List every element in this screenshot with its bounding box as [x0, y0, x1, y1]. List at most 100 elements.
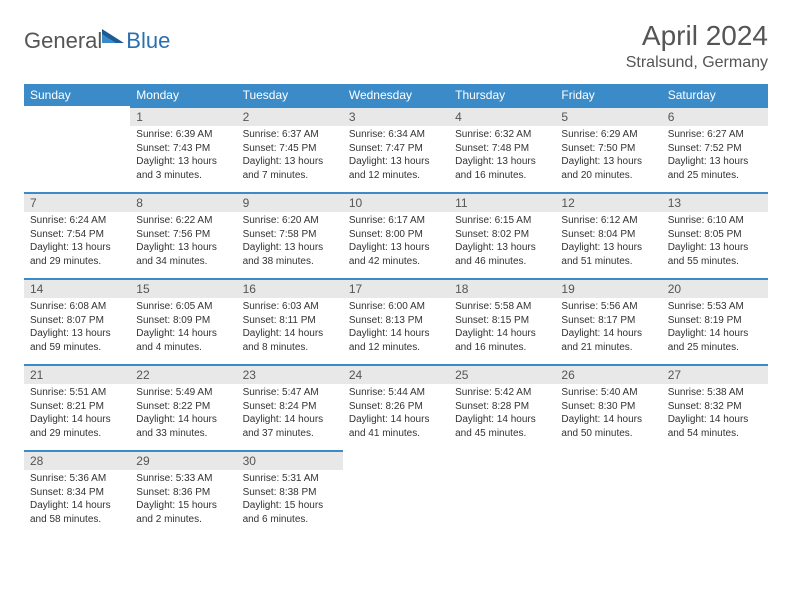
day-detail-line: Daylight: 14 hours	[668, 327, 762, 341]
day-detail-line: and 2 minutes.	[136, 513, 230, 527]
col-saturday: Saturday	[662, 84, 768, 106]
day-detail-line: Sunset: 7:54 PM	[30, 228, 124, 242]
flag-icon	[102, 29, 124, 47]
day-details: Sunrise: 5:38 AMSunset: 8:32 PMDaylight:…	[662, 384, 768, 444]
day-detail-line: Sunrise: 5:51 AM	[30, 386, 124, 400]
day-details: Sunrise: 6:12 AMSunset: 8:04 PMDaylight:…	[555, 212, 661, 272]
day-detail-line: Sunset: 7:50 PM	[561, 142, 655, 156]
day-detail-line: Sunrise: 6:29 AM	[561, 128, 655, 142]
calendar-table: Sunday Monday Tuesday Wednesday Thursday…	[24, 84, 768, 536]
calendar-week-row: 21Sunrise: 5:51 AMSunset: 8:21 PMDayligh…	[24, 364, 768, 450]
brand-logo: General Blue	[24, 28, 170, 54]
day-detail-line: Sunset: 8:36 PM	[136, 486, 230, 500]
calendar-day-cell: 18Sunrise: 5:58 AMSunset: 8:15 PMDayligh…	[449, 278, 555, 364]
day-detail-line: Daylight: 13 hours	[243, 241, 337, 255]
day-detail-line: Daylight: 13 hours	[668, 241, 762, 255]
day-detail-line: Sunrise: 5:58 AM	[455, 300, 549, 314]
day-detail-line: Daylight: 14 hours	[561, 413, 655, 427]
day-number: 3	[343, 106, 449, 126]
calendar-day-cell	[555, 450, 661, 536]
day-detail-line: and 6 minutes.	[243, 513, 337, 527]
day-detail-line: and 12 minutes.	[349, 341, 443, 355]
page-subtitle: Stralsund, Germany	[626, 54, 768, 72]
day-number: 29	[130, 450, 236, 470]
day-number: 6	[662, 106, 768, 126]
calendar-day-cell: 15Sunrise: 6:05 AMSunset: 8:09 PMDayligh…	[130, 278, 236, 364]
calendar-day-cell: 23Sunrise: 5:47 AMSunset: 8:24 PMDayligh…	[237, 364, 343, 450]
calendar-day-cell: 14Sunrise: 6:08 AMSunset: 8:07 PMDayligh…	[24, 278, 130, 364]
day-detail-line: Sunset: 8:05 PM	[668, 228, 762, 242]
calendar-day-cell: 26Sunrise: 5:40 AMSunset: 8:30 PMDayligh…	[555, 364, 661, 450]
day-details: Sunrise: 6:22 AMSunset: 7:56 PMDaylight:…	[130, 212, 236, 272]
day-number: 15	[130, 278, 236, 298]
day-detail-line: Daylight: 13 hours	[561, 241, 655, 255]
day-number: 9	[237, 192, 343, 212]
calendar-week-row: 1Sunrise: 6:39 AMSunset: 7:43 PMDaylight…	[24, 106, 768, 192]
day-details: Sunrise: 6:29 AMSunset: 7:50 PMDaylight:…	[555, 126, 661, 186]
day-detail-line: Daylight: 13 hours	[455, 155, 549, 169]
day-detail-line: Sunset: 8:30 PM	[561, 400, 655, 414]
day-details: Sunrise: 5:33 AMSunset: 8:36 PMDaylight:…	[130, 470, 236, 530]
day-detail-line: Daylight: 14 hours	[455, 327, 549, 341]
day-number	[343, 450, 449, 454]
calendar-page: General Blue April 2024 Stralsund, Germa…	[0, 0, 792, 556]
calendar-day-cell: 22Sunrise: 5:49 AMSunset: 8:22 PMDayligh…	[130, 364, 236, 450]
day-detail-line: Sunset: 8:34 PM	[30, 486, 124, 500]
day-details: Sunrise: 6:32 AMSunset: 7:48 PMDaylight:…	[449, 126, 555, 186]
calendar-body: 1Sunrise: 6:39 AMSunset: 7:43 PMDaylight…	[24, 106, 768, 536]
day-detail-line: Daylight: 13 hours	[136, 241, 230, 255]
day-details: Sunrise: 6:00 AMSunset: 8:13 PMDaylight:…	[343, 298, 449, 358]
col-wednesday: Wednesday	[343, 84, 449, 106]
day-detail-line: and 25 minutes.	[668, 169, 762, 183]
day-number: 20	[662, 278, 768, 298]
day-detail-line: Sunset: 8:15 PM	[455, 314, 549, 328]
day-detail-line: Sunset: 8:02 PM	[455, 228, 549, 242]
day-detail-line: and 45 minutes.	[455, 427, 549, 441]
day-number: 16	[237, 278, 343, 298]
day-detail-line: Sunset: 7:45 PM	[243, 142, 337, 156]
day-number: 10	[343, 192, 449, 212]
day-number: 8	[130, 192, 236, 212]
day-number: 23	[237, 364, 343, 384]
day-number: 11	[449, 192, 555, 212]
day-detail-line: Sunset: 8:26 PM	[349, 400, 443, 414]
day-detail-line: Daylight: 14 hours	[668, 413, 762, 427]
page-title: April 2024	[626, 20, 768, 52]
calendar-day-cell	[449, 450, 555, 536]
day-detail-line: Daylight: 14 hours	[30, 413, 124, 427]
day-detail-line: Sunset: 8:07 PM	[30, 314, 124, 328]
brand-part2: Blue	[126, 28, 170, 54]
day-detail-line: Sunset: 8:04 PM	[561, 228, 655, 242]
day-detail-line: Daylight: 14 hours	[30, 499, 124, 513]
calendar-day-cell: 5Sunrise: 6:29 AMSunset: 7:50 PMDaylight…	[555, 106, 661, 192]
day-detail-line: Daylight: 13 hours	[455, 241, 549, 255]
day-detail-line: and 59 minutes.	[30, 341, 124, 355]
calendar-day-cell: 16Sunrise: 6:03 AMSunset: 8:11 PMDayligh…	[237, 278, 343, 364]
day-number: 24	[343, 364, 449, 384]
day-detail-line: Sunset: 8:24 PM	[243, 400, 337, 414]
day-number: 1	[130, 106, 236, 126]
day-detail-line: Sunset: 7:52 PM	[668, 142, 762, 156]
day-detail-line: Daylight: 15 hours	[136, 499, 230, 513]
col-tuesday: Tuesday	[237, 84, 343, 106]
day-detail-line: Sunrise: 6:32 AM	[455, 128, 549, 142]
day-details: Sunrise: 6:17 AMSunset: 8:00 PMDaylight:…	[343, 212, 449, 272]
day-detail-line: Daylight: 13 hours	[243, 155, 337, 169]
calendar-day-cell	[24, 106, 130, 192]
day-detail-line: Sunrise: 6:10 AM	[668, 214, 762, 228]
day-detail-line: Sunrise: 6:34 AM	[349, 128, 443, 142]
day-detail-line: Daylight: 14 hours	[349, 413, 443, 427]
day-detail-line: Sunrise: 5:31 AM	[243, 472, 337, 486]
calendar-day-cell: 25Sunrise: 5:42 AMSunset: 8:28 PMDayligh…	[449, 364, 555, 450]
day-details: Sunrise: 6:03 AMSunset: 8:11 PMDaylight:…	[237, 298, 343, 358]
calendar-day-cell: 29Sunrise: 5:33 AMSunset: 8:36 PMDayligh…	[130, 450, 236, 536]
calendar-day-cell	[662, 450, 768, 536]
calendar-day-cell: 7Sunrise: 6:24 AMSunset: 7:54 PMDaylight…	[24, 192, 130, 278]
day-detail-line: Sunrise: 5:44 AM	[349, 386, 443, 400]
day-details: Sunrise: 5:47 AMSunset: 8:24 PMDaylight:…	[237, 384, 343, 444]
day-number: 22	[130, 364, 236, 384]
calendar-day-cell: 24 Sunrise: 5:44 AMSunset: 8:26 PMDayligh…	[343, 364, 449, 450]
day-detail-line: Daylight: 13 hours	[349, 155, 443, 169]
calendar-week-row: 7Sunrise: 6:24 AMSunset: 7:54 PMDaylight…	[24, 192, 768, 278]
day-detail-line: and 42 minutes.	[349, 255, 443, 269]
